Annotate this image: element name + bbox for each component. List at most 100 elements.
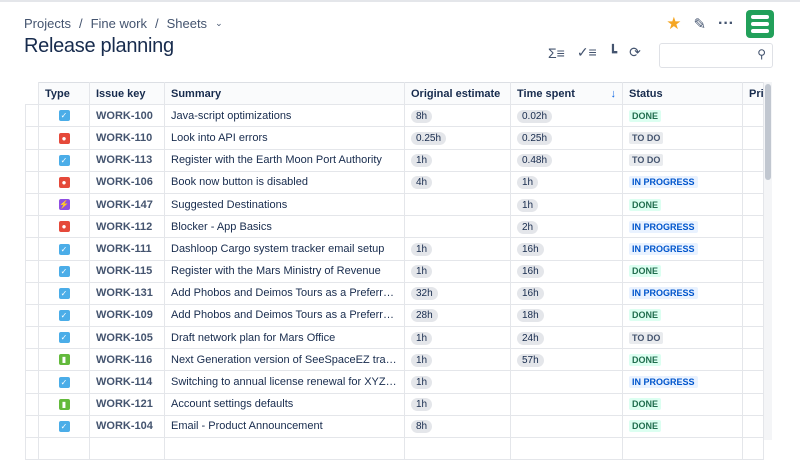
row-handle[interactable] — [25, 170, 39, 194]
issue-key[interactable]: WORK-109 — [89, 303, 165, 328]
status-badge: DONE — [629, 398, 662, 411]
table-row[interactable]: ▮ WORK-121 Account settings defaults 1h … — [25, 392, 764, 416]
estimate-pill: 1h — [411, 331, 433, 345]
table-row[interactable]: ✓ WORK-115 Register with the Mars Minist… — [25, 259, 764, 283]
table-row[interactable]: ● WORK-112 Blocker - App Basics 2h IN PR… — [25, 215, 764, 239]
table-row[interactable]: ✓ WORK-105 Draft network plan for Mars O… — [25, 326, 764, 350]
issue-key[interactable]: WORK-115 — [89, 259, 165, 283]
table-row[interactable]: ✓ WORK-100 Java-script optimizations 8h … — [25, 104, 764, 128]
column-status[interactable]: Status — [622, 81, 743, 106]
app-logo[interactable] — [746, 10, 774, 38]
issue-key[interactable]: WORK-113 — [89, 148, 165, 172]
table-row[interactable]: ✓ WORK-113 Register with the Earth Moon … — [25, 148, 764, 172]
issue-key[interactable]: WORK-105 — [89, 326, 165, 350]
story-icon: ▮ — [58, 354, 70, 366]
summary[interactable]: Add Phobos and Deimos Tours as a Preferr… — [164, 303, 405, 328]
summary[interactable]: Draft network plan for Mars Office — [164, 326, 405, 350]
estimate-pill: 1h — [411, 353, 433, 367]
status-badge: IN PROGRESS — [629, 220, 698, 233]
summary[interactable]: Book now button is disabled — [164, 170, 405, 194]
issue-key[interactable]: WORK-104 — [89, 414, 165, 439]
table-row[interactable]: ⚡ WORK-147 Suggested Destinations 1h DON… — [25, 192, 764, 217]
summary[interactable]: Register with the Earth Moon Port Author… — [164, 148, 405, 172]
row-handle[interactable] — [25, 148, 39, 172]
issue-key[interactable]: WORK-106 — [89, 170, 165, 194]
row-handle[interactable] — [25, 414, 39, 439]
edit-icon[interactable]: ✎ — [693, 16, 707, 33]
top-border — [0, 0, 800, 2]
summary[interactable]: Account settings defaults — [164, 392, 405, 416]
breadcrumb-sheets[interactable]: Sheets — [166, 16, 208, 31]
table-row[interactable]: ✓ WORK-104 Email - Product Announcement … — [25, 414, 764, 439]
estimate-pill: 0.25h — [411, 131, 447, 145]
summary[interactable]: Dashloop Cargo system tracker email setu… — [164, 237, 405, 261]
row-handle[interactable] — [25, 392, 39, 416]
issue-key[interactable]: WORK-131 — [89, 281, 165, 305]
sum-icon[interactable]: Σ≡ — [548, 44, 565, 61]
task-icon: ✓ — [58, 110, 70, 122]
summary[interactable]: Next Generation version of SeeSpaceEZ tr… — [164, 348, 405, 372]
task-icon: ✓ — [58, 287, 70, 299]
issue-key[interactable]: WORK-100 — [89, 104, 165, 128]
column-time-spent[interactable]: Time spent ↓ — [510, 81, 623, 106]
issue-key[interactable]: WORK-114 — [89, 370, 165, 394]
row-handle[interactable] — [25, 192, 39, 217]
more-icon[interactable]: ··· — [718, 15, 734, 32]
status-badge: DONE — [629, 198, 662, 211]
chevron-down-icon[interactable]: ⌄ — [215, 18, 223, 28]
table-row[interactable] — [25, 436, 764, 460]
row-handle[interactable] — [25, 126, 39, 150]
table-row[interactable]: ● WORK-110 Look into API errors 0.25h 0.… — [25, 126, 764, 150]
row-handle[interactable] — [25, 237, 39, 261]
breadcrumb-fine-work[interactable]: Fine work — [90, 16, 147, 31]
table-row[interactable]: ✓ WORK-109 Add Phobos and Deimos Tours a… — [25, 303, 764, 328]
row-handle[interactable] — [25, 281, 39, 305]
row-handle[interactable] — [25, 259, 39, 283]
summary[interactable]: Add Phobos and Deimos Tours as a Preferr… — [164, 281, 405, 305]
table-row[interactable]: ✓ WORK-131 Add Phobos and Deimos Tours a… — [25, 281, 764, 305]
row-handle[interactable] — [25, 348, 39, 372]
summary[interactable]: Email - Product Announcement — [164, 414, 405, 439]
summary[interactable]: Look into API errors — [164, 126, 405, 150]
column-issue-key[interactable]: Issue key — [89, 81, 165, 106]
summary[interactable]: Suggested Destinations — [164, 192, 405, 217]
row-handle[interactable] — [25, 303, 39, 328]
row-handle[interactable] — [25, 215, 39, 239]
issue-key[interactable]: WORK-111 — [89, 237, 165, 261]
status-badge: IN PROGRESS — [629, 287, 698, 300]
scrollbar[interactable] — [764, 82, 772, 440]
column-original-estimate[interactable]: Original estimate — [404, 81, 511, 106]
column-type[interactable]: Type — [38, 81, 90, 106]
row-handle[interactable] — [25, 104, 39, 128]
issue-key[interactable]: WORK-110 — [89, 126, 165, 150]
status-badge: DONE — [629, 420, 662, 433]
search-input[interactable]: ⚲ — [659, 43, 773, 68]
issue-key[interactable]: WORK-147 — [89, 192, 165, 217]
status-badge: TO DO — [629, 154, 664, 167]
row-handle[interactable] — [25, 370, 39, 394]
refresh-icon[interactable]: ⟳ — [629, 44, 641, 60]
table-row[interactable]: ✓ WORK-111 Dashloop Cargo system tracker… — [25, 237, 764, 261]
status-badge: DONE — [629, 109, 662, 122]
search-icon: ⚲ — [757, 47, 766, 61]
issue-key[interactable]: WORK-116 — [89, 348, 165, 372]
issue-key[interactable]: WORK-121 — [89, 392, 165, 416]
table-row[interactable]: ● WORK-106 Book now button is disabled 4… — [25, 170, 764, 194]
sort-desc-icon[interactable]: ↓ — [610, 87, 617, 100]
summary[interactable]: Blocker - App Basics — [164, 215, 405, 239]
status-badge: IN PROGRESS — [629, 376, 698, 389]
issue-key[interactable]: WORK-112 — [89, 215, 165, 239]
hierarchy-icon[interactable]: ┗ — [608, 44, 618, 60]
summary[interactable]: Switching to annual license renewal for … — [164, 370, 405, 394]
row-handle[interactable] — [25, 326, 39, 350]
star-icon[interactable]: ★ — [666, 14, 682, 33]
column-summary[interactable]: Summary — [164, 81, 405, 106]
table-row[interactable]: ✓ WORK-114 Switching to annual license r… — [25, 370, 764, 394]
table-row[interactable]: ▮ WORK-116 Next Generation version of Se… — [25, 348, 764, 372]
summary[interactable]: Java-script optimizations — [164, 104, 405, 128]
summary[interactable]: Register with the Mars Ministry of Reven… — [164, 259, 405, 283]
column-priority[interactable]: Pri — [742, 81, 764, 106]
breadcrumb-projects[interactable]: Projects — [24, 16, 71, 31]
time-spent-pill: 16h — [517, 265, 544, 279]
checklist-icon[interactable]: ✓≡ — [576, 44, 597, 60]
